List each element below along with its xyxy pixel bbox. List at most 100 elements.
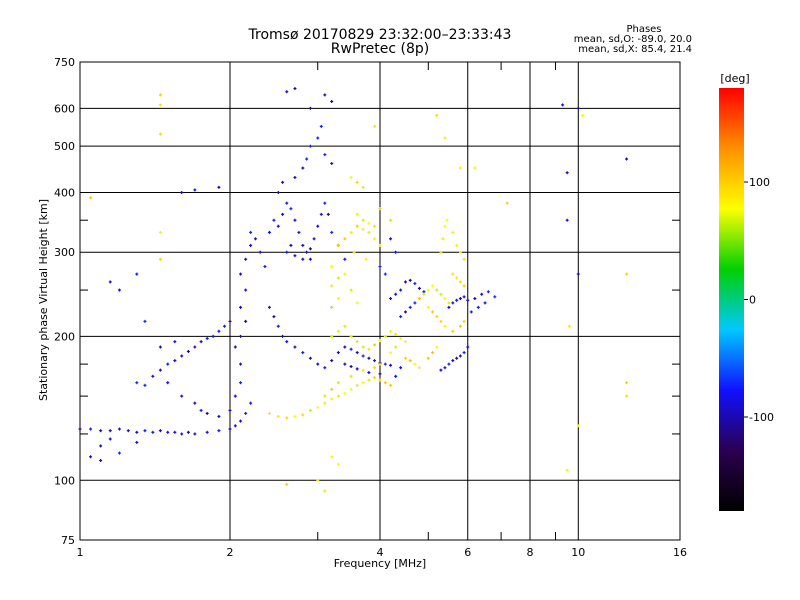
data-point	[336, 394, 340, 398]
colorbar-tick-label: -100	[749, 411, 774, 424]
data-point	[205, 411, 209, 415]
data-point	[180, 354, 184, 358]
data-point	[581, 113, 585, 117]
data-point	[343, 345, 347, 349]
data-point	[355, 301, 359, 305]
data-point	[108, 437, 112, 441]
data-point	[355, 212, 359, 216]
data-point	[330, 455, 334, 459]
data-point	[323, 153, 327, 157]
data-point	[305, 250, 309, 254]
data-point	[316, 405, 320, 409]
colorbar-label: [deg]	[720, 72, 749, 85]
data-point	[293, 254, 297, 258]
data-point	[355, 180, 359, 184]
x-tick-label: 2	[227, 546, 234, 559]
data-point	[158, 257, 162, 261]
y-tick-label: 200	[54, 330, 75, 343]
data-point	[301, 413, 305, 417]
data-point	[399, 336, 403, 340]
data-point	[308, 144, 312, 148]
data-point	[383, 272, 387, 276]
data-point	[158, 230, 162, 234]
data-point	[435, 113, 439, 117]
data-point	[166, 381, 170, 385]
data-point	[249, 230, 253, 234]
data-point	[355, 383, 359, 387]
data-point	[367, 356, 371, 360]
data-point	[151, 430, 155, 434]
data-point	[462, 284, 466, 288]
data-point	[435, 288, 439, 292]
y-tick-label: 75	[61, 534, 75, 547]
data-point	[135, 430, 139, 434]
data-point	[355, 367, 359, 371]
data-point	[451, 359, 455, 363]
data-point	[408, 278, 412, 282]
data-point	[305, 157, 309, 161]
data-point	[276, 224, 280, 228]
data-point	[99, 444, 103, 448]
data-point	[117, 451, 121, 455]
data-point	[199, 408, 203, 412]
data-point	[78, 427, 82, 431]
data-point	[378, 372, 382, 376]
data-point	[567, 324, 571, 328]
data-point	[267, 411, 271, 415]
data-point	[336, 297, 340, 301]
data-point	[455, 298, 459, 302]
data-point	[458, 166, 462, 170]
data-point	[443, 297, 447, 301]
data-point	[413, 282, 417, 286]
data-point	[193, 401, 197, 405]
data-point	[458, 324, 462, 328]
data-point	[301, 243, 305, 247]
data-point	[431, 284, 435, 288]
data-point	[349, 334, 353, 338]
data-point	[217, 329, 221, 333]
data-point	[301, 257, 305, 261]
data-point	[173, 340, 177, 344]
data-point	[289, 207, 293, 211]
axis-ticks: 1 2 4 6 8 10 16 75 100 200 300 400 500 600 750	[54, 56, 687, 559]
data-point	[493, 295, 497, 299]
data-point	[151, 374, 155, 378]
data-point	[378, 207, 382, 211]
data-point	[399, 366, 403, 370]
data-point	[473, 166, 477, 170]
data-point	[223, 324, 227, 328]
data-point	[126, 429, 130, 433]
data-point	[576, 424, 580, 428]
data-point	[285, 250, 289, 254]
data-point	[383, 381, 387, 385]
data-point	[336, 329, 340, 333]
data-point	[455, 243, 459, 247]
x-tick-label: 8	[527, 546, 534, 559]
data-point	[394, 345, 398, 349]
data-point	[319, 124, 323, 128]
data-point	[445, 218, 449, 222]
data-point	[367, 347, 371, 351]
data-point	[158, 368, 162, 372]
data-point	[361, 345, 365, 349]
data-point	[239, 362, 243, 366]
data-point	[276, 324, 280, 328]
data-point	[217, 429, 221, 433]
data-point	[244, 411, 248, 415]
stats-header: Phases	[626, 24, 661, 35]
data-point	[458, 280, 462, 284]
data-point	[323, 366, 327, 370]
data-point	[158, 429, 162, 433]
data-point	[276, 190, 280, 194]
data-point	[349, 374, 353, 378]
data-point	[431, 310, 435, 314]
data-point	[451, 329, 455, 333]
data-point	[373, 359, 377, 363]
data-point	[244, 288, 248, 292]
data-point	[373, 376, 377, 380]
data-point	[330, 230, 334, 234]
data-point	[352, 250, 356, 254]
data-point	[422, 290, 426, 294]
x-tick-label: 4	[377, 546, 384, 559]
data-point	[330, 305, 334, 309]
